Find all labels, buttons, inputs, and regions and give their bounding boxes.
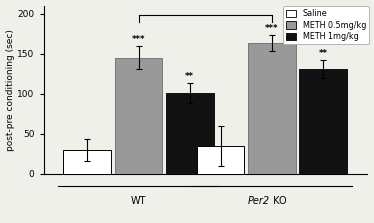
Y-axis label: post-pre conditioning (sec): post-pre conditioning (sec) [6,29,15,151]
Text: ***: *** [265,24,279,33]
Bar [197,146,245,174]
Text: **: ** [185,72,194,81]
Legend: Saline, METH 0.5mg/kg, METH 1mg/kg: Saline, METH 0.5mg/kg, METH 1mg/kg [283,6,369,45]
Text: WT: WT [131,196,146,206]
Text: Per2: Per2 [248,196,270,206]
Text: KO: KO [270,196,286,206]
Bar [64,150,111,174]
Bar [248,43,295,174]
Bar [299,69,347,174]
Bar [166,93,214,174]
Text: **: ** [319,49,328,58]
Bar [115,58,162,174]
Text: ***: *** [132,35,145,44]
